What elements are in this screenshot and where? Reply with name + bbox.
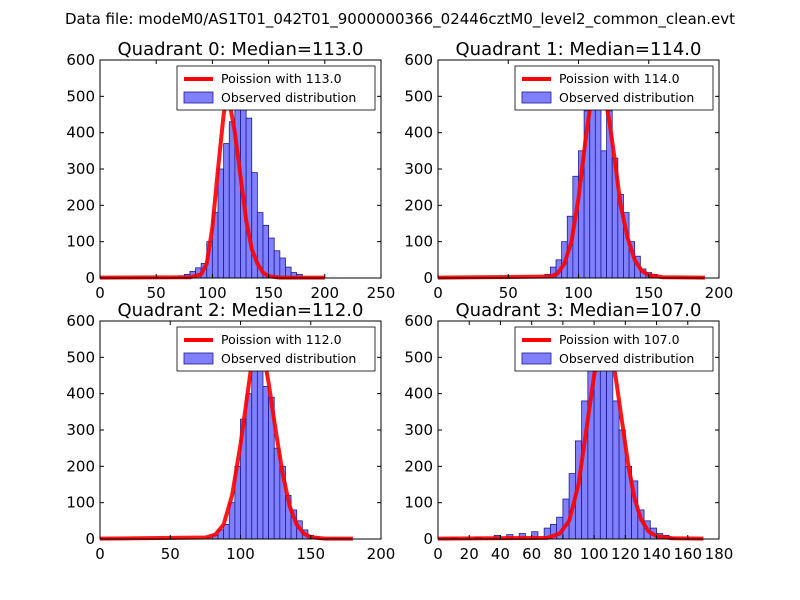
y-tick-label: 400: [66, 385, 95, 403]
y-tick-label: 600: [404, 51, 433, 69]
chart-panel-0: 0 50 100 150 200 250 0 100 200 300 400 500 600 Quadra…: [66, 39, 395, 302]
y-tick-label: 600: [404, 312, 433, 330]
x-tick-label: 150: [296, 545, 325, 563]
y-tick-label: 0: [85, 269, 95, 287]
x-tick-label: 140: [642, 545, 671, 563]
y-tick-label: 0: [85, 530, 95, 548]
page-title: Data file: modeM0/AS1T01_042T01_90000003…: [65, 10, 735, 29]
chart-panel-1: 0 50 100 150 200 0 100 200 300 400 500 600 Quadrant …: [404, 39, 733, 302]
histogram-bars: [172, 103, 303, 279]
legend: Poission with 113.0 Observed distribution: [176, 65, 376, 111]
x-tick-label: 200: [310, 284, 339, 302]
y-tick-label: 300: [66, 421, 95, 439]
chart-title: Quadrant 3: Median=107.0: [456, 300, 702, 321]
legend-bar-swatch: [521, 91, 552, 104]
legend-bar-label: Observed distribution: [221, 90, 356, 105]
y-tick-label: 500: [404, 87, 433, 105]
legend-bar-label: Observed distribution: [559, 90, 694, 105]
x-tick-label: 50: [499, 284, 518, 302]
x-tick-label: 200: [367, 545, 396, 563]
poisson-curve: [99, 92, 325, 280]
x-tick-label: 150: [634, 284, 663, 302]
x-tick-label: 40: [491, 545, 510, 563]
legend: Poission with 114.0 Observed distribution: [514, 65, 714, 111]
x-tick-label: 120: [611, 545, 640, 563]
x-tick-label: 50: [161, 545, 180, 563]
y-tick-label: 100: [66, 494, 95, 512]
y-tick-label: 0: [423, 530, 433, 548]
x-tick-label: 20: [460, 545, 479, 563]
y-tick-label: 300: [404, 160, 433, 178]
y-tick-label: 200: [66, 457, 95, 475]
x-tick-label: 180: [705, 545, 734, 563]
x-tick-label: 0: [95, 545, 105, 563]
y-tick-label: 100: [404, 233, 433, 251]
histogram-bar: [279, 257, 286, 279]
histogram-bar: [228, 121, 236, 279]
y-tick-label: 200: [404, 196, 433, 214]
y-tick-label: 0: [423, 269, 433, 287]
y-tick-label: 100: [404, 494, 433, 512]
legend-bar-label: Observed distribution: [221, 351, 356, 366]
legend-bar-label: Observed distribution: [559, 351, 694, 366]
x-tick-label: 0: [95, 284, 105, 302]
x-tick-label: 160: [673, 545, 702, 563]
y-tick-label: 600: [66, 51, 95, 69]
legend-curve-label: Poission with 113.0: [221, 71, 342, 86]
y-tick-label: 200: [404, 457, 433, 475]
chart-title: Quadrant 0: Median=113.0: [118, 39, 364, 60]
x-tick-label: 100: [226, 545, 255, 563]
x-tick-label: 250: [367, 284, 396, 302]
histogram-bar: [268, 237, 275, 279]
histogram-bar: [273, 250, 281, 279]
histogram-bar: [262, 224, 270, 279]
x-tick-label: 80: [553, 545, 572, 563]
chart-panel-3: 0 20 40 60 80 100 120 140 160 1800100200300400500…: [404, 300, 733, 563]
y-tick-label: 200: [66, 196, 95, 214]
y-tick-label: 100: [66, 233, 95, 251]
legend-curve-label: Poission with 112.0: [221, 332, 342, 347]
legend-bar-swatch: [521, 352, 552, 365]
x-tick-label: 0: [433, 545, 443, 563]
x-tick-label: 60: [522, 545, 541, 563]
y-tick-label: 300: [404, 421, 433, 439]
y-tick-label: 500: [404, 348, 433, 366]
x-tick-label: 100: [564, 284, 593, 302]
y-tick-label: 600: [66, 312, 95, 330]
chart-panel-2: 0 50 100 150 200 0 100 200 300 400 500 600 Quadrant …: [66, 300, 395, 563]
histogram-bar: [600, 150, 607, 279]
histogram-bar: [606, 349, 614, 540]
y-tick-label: 300: [66, 160, 95, 178]
chart-title: Quadrant 2: Median=112.0: [118, 300, 364, 321]
y-tick-label: 500: [66, 87, 95, 105]
x-tick-label: 100: [198, 284, 227, 302]
x-tick-label: 0: [433, 284, 443, 302]
y-tick-label: 400: [404, 124, 433, 142]
y-tick-label: 500: [66, 348, 95, 366]
legend-curve-label: Poission with 114.0: [559, 71, 680, 86]
histogram-bar: [612, 400, 620, 540]
y-tick-label: 400: [66, 124, 95, 142]
legend: Poission with 107.0 Observed distribution: [514, 326, 714, 372]
histogram-bar: [223, 143, 230, 279]
chart-title: Quadrant 1: Median=114.0: [456, 39, 702, 60]
histogram-bar: [251, 342, 258, 540]
legend-bar-swatch: [183, 352, 214, 365]
histogram-bar: [245, 393, 253, 540]
histogram-bar: [262, 385, 270, 540]
y-tick-label: 400: [404, 385, 433, 403]
legend: Poission with 112.0 Observed distribution: [176, 326, 376, 372]
x-tick-label: 150: [254, 284, 283, 302]
x-tick-label: 100: [580, 545, 609, 563]
histogram-bar: [223, 524, 230, 540]
x-tick-label: 200: [705, 284, 734, 302]
histogram-bar: [245, 117, 253, 279]
legend-curve-label: Poission with 107.0: [559, 332, 680, 347]
x-tick-label: 50: [147, 284, 166, 302]
histogram-bar: [217, 168, 225, 279]
legend-bar-swatch: [183, 91, 214, 104]
